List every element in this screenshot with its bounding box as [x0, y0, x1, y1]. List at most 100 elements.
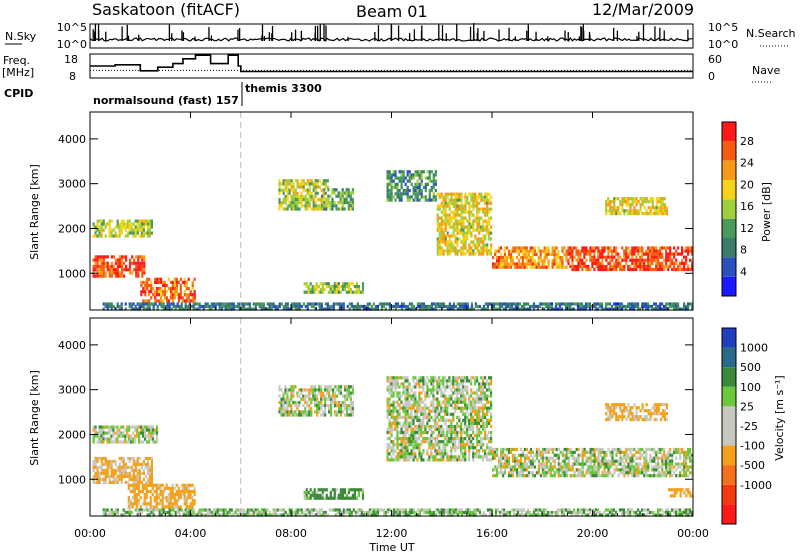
heatmap-cell [510, 302, 514, 306]
heatmap-cell [430, 440, 433, 444]
heatmap-cell [282, 207, 285, 211]
heatmap-cell [316, 198, 319, 202]
heatmap-cell [284, 207, 287, 211]
heatmap-cell [476, 219, 479, 223]
heatmap-cell [476, 409, 479, 413]
heatmap-cell [144, 299, 147, 303]
heatmap-cell [189, 290, 192, 294]
heatmap-cell [224, 304, 227, 309]
heatmap-cell [484, 382, 487, 386]
heatmap-cell [492, 474, 495, 478]
heatmap-cell [124, 465, 127, 469]
heatmap-cell [282, 413, 285, 417]
heatmap-cell [92, 459, 95, 464]
heatmap-cell [691, 252, 694, 256]
heatmap-cell [452, 210, 455, 214]
heatmap-cell [132, 307, 135, 311]
heatmap-cell [507, 474, 511, 478]
heatmap-cell [476, 195, 479, 199]
heatmap-cell [430, 424, 433, 429]
heatmap-cell [446, 443, 449, 447]
heatmap-cell [621, 264, 624, 269]
heatmap-cell [319, 290, 322, 294]
heatmap-cell [609, 246, 612, 250]
heatmap-cell [456, 219, 459, 223]
heatmap-cell [430, 376, 433, 380]
heatmap-cell [159, 483, 162, 487]
heatmap-cell [559, 259, 562, 263]
heatmap-cell [565, 249, 568, 253]
heatmap-cell [114, 480, 117, 484]
heatmap-cell [144, 428, 147, 432]
heatmap-cell [444, 216, 447, 220]
heatmap-cell [498, 462, 501, 466]
heatmap-cell [428, 170, 431, 174]
heatmap-cell [314, 188, 317, 192]
heatmap-cell [446, 240, 449, 244]
heatmap-cell [331, 287, 334, 291]
heatmap-cell [142, 287, 145, 291]
heatmap-cell [134, 304, 137, 309]
heatmap-cell [651, 261, 654, 265]
heatmap-cell [446, 403, 449, 407]
heatmap-cell [139, 264, 142, 269]
heatmap-cell [635, 209, 638, 213]
heatmap-cell [392, 443, 395, 447]
heatmap-cell [390, 382, 393, 386]
heatmap-cell [98, 255, 101, 259]
heatmap-cell [167, 505, 170, 509]
heatmap-cell [180, 304, 183, 309]
heatmap-cell [460, 216, 463, 220]
heatmap-cell [609, 203, 612, 207]
heatmap-cell [392, 376, 395, 380]
heatmap-cell [100, 437, 103, 441]
heatmap-cell [294, 191, 297, 195]
heatmap-cell [114, 258, 117, 262]
heatmap-cell [153, 431, 157, 435]
heatmap-cell [627, 264, 630, 269]
heatmap-cell [440, 431, 443, 435]
heatmap-cell [448, 427, 451, 432]
heatmap-cell [124, 434, 127, 438]
heatmap-cell [118, 274, 122, 278]
heatmap-cell [116, 268, 120, 272]
heatmap-cell [183, 496, 186, 500]
heatmap-cell [551, 246, 554, 250]
heatmap-cell [496, 450, 499, 454]
heatmap-cell [490, 195, 493, 199]
heatmap-cell [426, 182, 429, 186]
heatmap-cell [146, 477, 149, 481]
heatmap-cell [280, 397, 283, 401]
heatmap-cell [613, 206, 616, 210]
heatmap-cell [331, 496, 334, 500]
heatmap-cell [142, 299, 145, 303]
heatmap-cell [318, 304, 321, 309]
heatmap-cell [558, 304, 562, 309]
heatmap-cell [438, 192, 441, 196]
heatmap-cell [480, 397, 483, 401]
heatmap-cell [546, 307, 550, 311]
heatmap-cell [478, 219, 481, 223]
heatmap-cell [394, 449, 397, 453]
heatmap-cell [110, 307, 113, 311]
heatmap-cell [585, 246, 588, 250]
heatmap-cell [478, 409, 481, 413]
heatmap-cell [418, 302, 421, 306]
heatmap-cell [603, 264, 606, 269]
heatmap-cell [468, 394, 471, 398]
heatmap-cell [132, 425, 135, 429]
heatmap-cell [133, 486, 136, 490]
heatmap-cell [136, 431, 139, 435]
heatmap-cell [625, 209, 628, 213]
heatmap-cell [519, 447, 523, 452]
heatmap-cell [404, 421, 407, 425]
heatmap-cell [503, 252, 507, 256]
heatmap-cell [388, 446, 391, 450]
heatmap-cell [400, 185, 403, 190]
heatmap-cell [509, 447, 513, 452]
heatmap-cell [134, 462, 137, 466]
heatmap-cell [337, 493, 340, 497]
heatmap-cell [116, 264, 120, 269]
heatmap-cell [488, 228, 491, 232]
heatmap-cell [653, 246, 656, 250]
